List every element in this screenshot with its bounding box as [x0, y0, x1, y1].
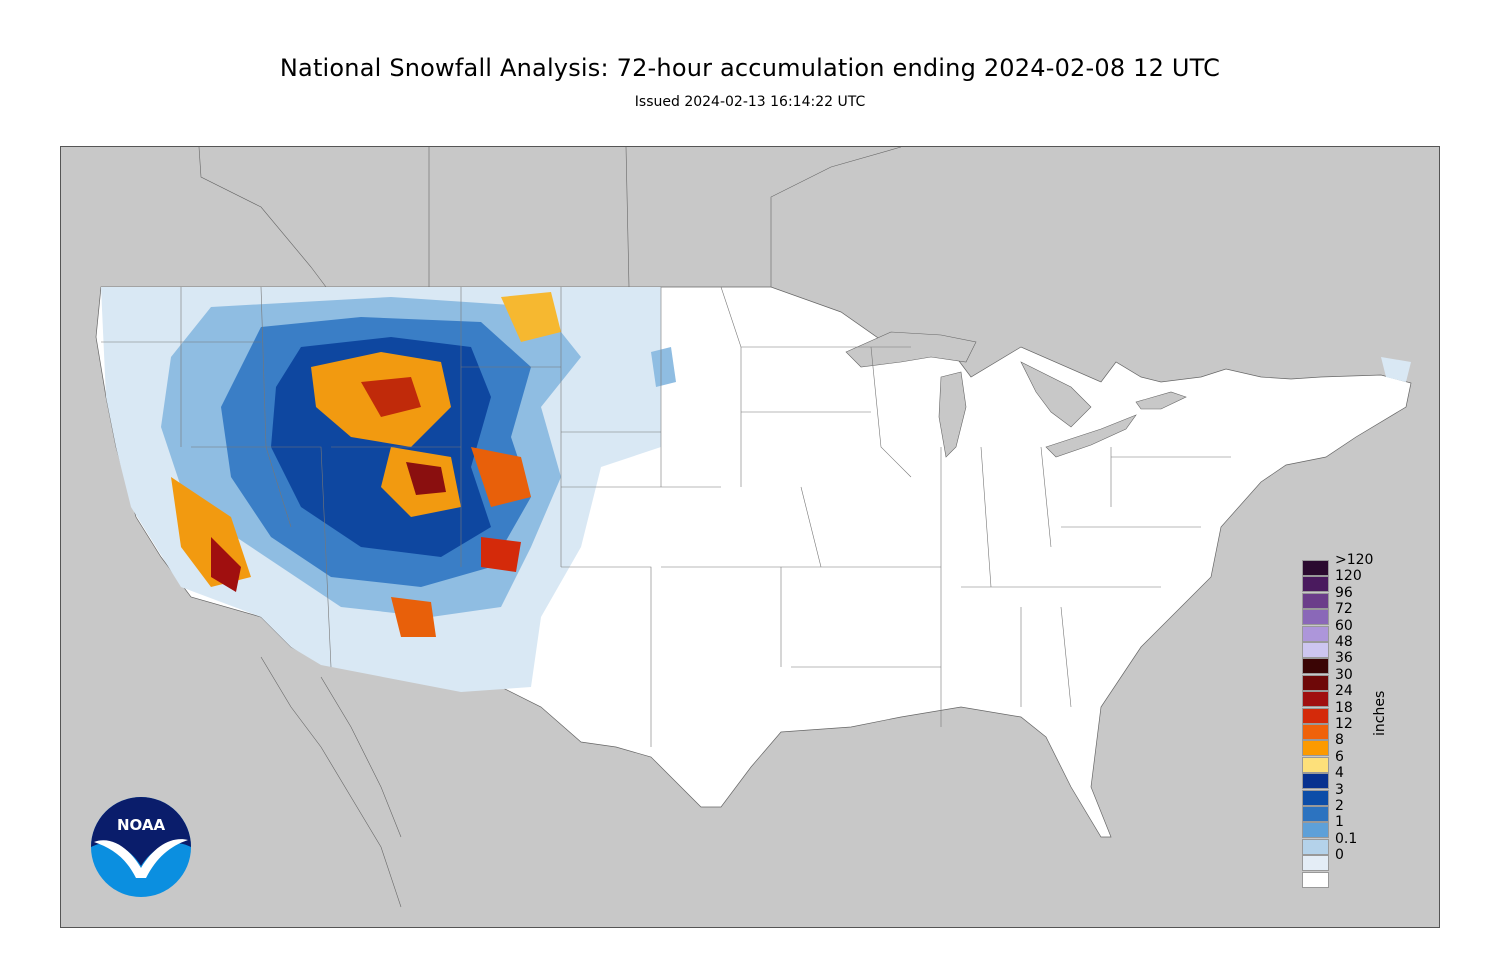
us-map-svg [95, 147, 1412, 908]
legend-swatch [1302, 871, 1329, 888]
legend-label: 1 [1335, 814, 1344, 831]
legend-swatch [1302, 592, 1329, 609]
lake-erie [1045, 414, 1137, 458]
lake-michigan [938, 371, 967, 458]
noaa-logo-text: NOAA [117, 816, 166, 834]
legend-swatch [1302, 642, 1329, 658]
legend-swatch [1302, 609, 1329, 626]
legend-label: 24 [1335, 683, 1353, 700]
legend-label: 72 [1335, 601, 1353, 618]
legend-label: 0 [1335, 847, 1344, 864]
noaa-logo-icon: NOAA [91, 797, 191, 897]
legend-label: 30 [1335, 666, 1353, 683]
legend-label: 96 [1335, 584, 1353, 601]
lake-superior [845, 331, 977, 368]
snowfall-overlay [101, 287, 1411, 692]
legend-label: 2 [1335, 798, 1344, 814]
legend-swatch [1302, 773, 1329, 790]
issued-timestamp: Issued 2024-02-13 16:14:22 UTC [634, 94, 866, 110]
legend-label: 4 [1335, 765, 1344, 782]
legend-label: 36 [1335, 650, 1353, 667]
legend-swatch [1302, 560, 1329, 576]
legend-label: 18 [1335, 699, 1353, 716]
legend-units-label: inches [1372, 690, 1388, 736]
legend-swatch [1302, 691, 1329, 708]
legend-label: >120 [1335, 552, 1374, 568]
legend-label: 48 [1335, 634, 1353, 650]
legend-swatch [1302, 789, 1329, 806]
map-title: National Snowfall Analysis: 72-hour accu… [279, 54, 1221, 82]
legend-swatch [1302, 838, 1329, 855]
legend-swatch [1302, 658, 1329, 675]
legend-label: 6 [1335, 748, 1344, 765]
legend-swatch [1302, 855, 1329, 872]
legend-swatch [1302, 806, 1329, 822]
legend-label: 60 [1335, 617, 1353, 634]
snowfall-map [60, 146, 1440, 928]
legend-swatch [1302, 740, 1329, 757]
canada-province-lines [198, 147, 902, 288]
state-boundaries [101, 286, 1231, 747]
legend-swatch [1302, 756, 1329, 773]
legend-swatch [1302, 674, 1329, 691]
legend-swatch [1302, 707, 1329, 724]
mexico-coast [260, 656, 402, 908]
legend-label: 12 [1335, 716, 1353, 732]
legend-swatch [1302, 625, 1329, 642]
legend-label: 0.1 [1335, 830, 1358, 847]
noaa-logo: NOAA [90, 796, 192, 898]
legend-swatch [1302, 576, 1329, 593]
legend-label: 8 [1335, 732, 1344, 749]
legend-label: 3 [1335, 781, 1344, 798]
lake-ontario [1135, 391, 1187, 410]
legend-label: 120 [1335, 568, 1362, 585]
legend-swatch [1302, 724, 1329, 740]
lake-huron [1020, 361, 1092, 428]
legend-swatch [1302, 822, 1329, 839]
